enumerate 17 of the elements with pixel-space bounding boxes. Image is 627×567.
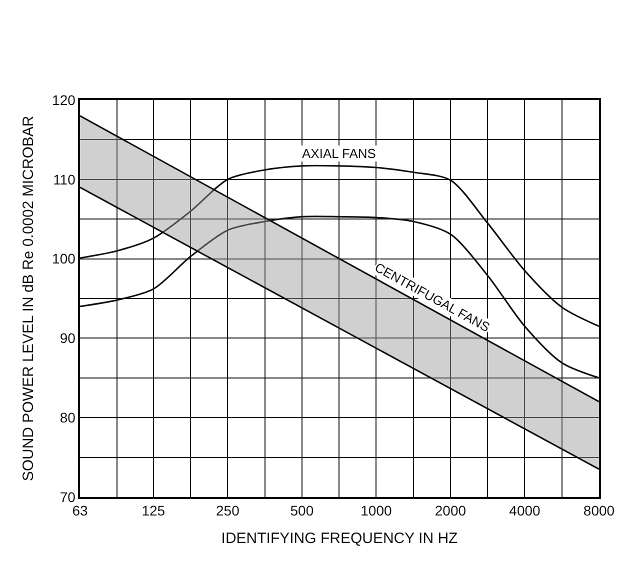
x-tick-label: 1000 [360, 502, 392, 519]
x-tick-label: 63 [72, 502, 88, 519]
x-axis-title: IDENTIFYING FREQUENCY IN HZ [221, 530, 458, 548]
y-tick-label: 120 [52, 92, 76, 108]
y-axis-title: SOUND POWER LEVEL IN dB Re 0.0002 MICROBAR [20, 116, 37, 482]
x-tick-label: 2000 [434, 502, 466, 519]
x-tick-label: 125 [142, 502, 166, 519]
series-label: AXIAL FANS [302, 146, 376, 161]
y-tick-label: 110 [53, 171, 76, 188]
x-tick-label: 500 [290, 502, 314, 519]
x-tick-label: 250 [216, 502, 240, 519]
y-tick-label: 80 [60, 410, 76, 426]
y-tick-label: 100 [52, 250, 76, 267]
y-tick-label: 70 [60, 488, 76, 505]
x-tick-label: 4000 [509, 502, 541, 519]
y-tick-label: 90 [60, 330, 76, 346]
x-tick-label: 8000 [583, 502, 615, 519]
